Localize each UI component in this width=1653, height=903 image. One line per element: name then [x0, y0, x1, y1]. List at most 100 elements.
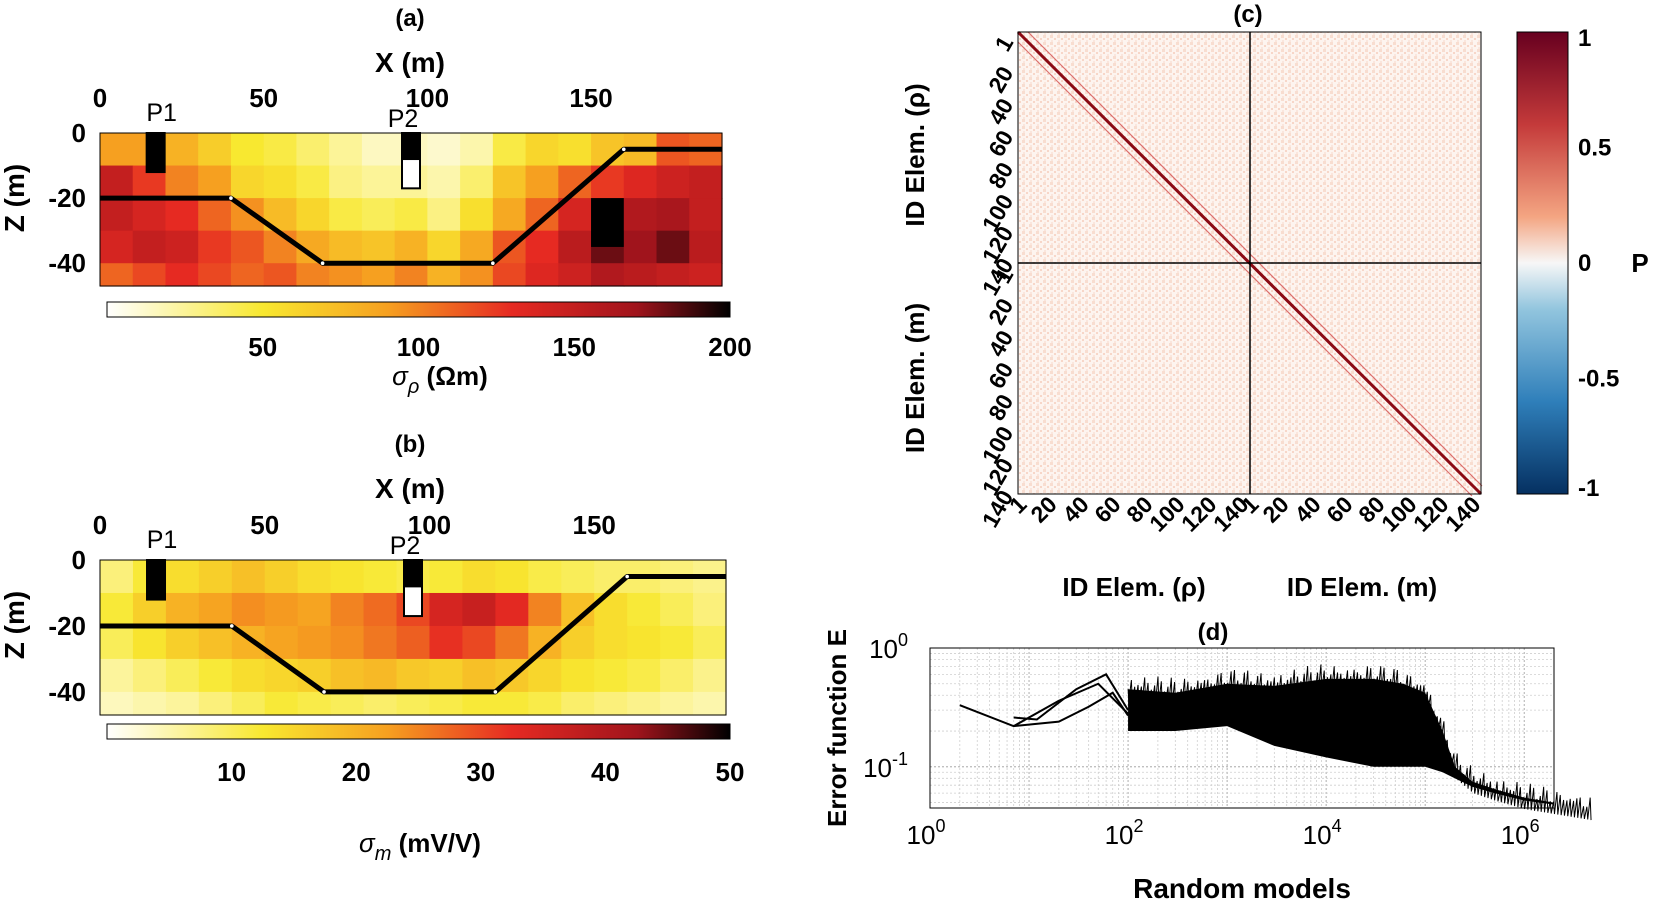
colorbar-tick-label: -0.5 [1578, 366, 1619, 393]
heatmap-cell [363, 691, 398, 716]
borehole-label: P2 [390, 532, 421, 560]
colorbar-tick-label: 40 [591, 757, 620, 787]
heatmap-cell [363, 592, 398, 627]
heatmap-cell [230, 133, 265, 167]
heatmap-cell [132, 658, 167, 693]
y-tick-label: 20 [983, 294, 1018, 329]
y-tick-label: 100 [869, 630, 908, 664]
heatmap-cell [689, 263, 723, 287]
heatmap-cell [100, 165, 134, 199]
heatmap-cell [627, 625, 661, 660]
heatmap-cell [329, 263, 363, 287]
colorbar-tick-label: 50 [716, 757, 745, 787]
panel-a-overlays: P1 P2 [100, 99, 722, 266]
panel-a-y-tick-labels: 0 -20 -40 [48, 118, 86, 278]
heatmap-cell [429, 560, 464, 594]
heatmap-cell [132, 625, 167, 660]
heatmap-cell [427, 263, 461, 287]
heatmap-cell [100, 133, 134, 167]
panel-a-frame [99, 132, 723, 287]
panel-c-xlabel-left: ID Elem. (ρ) [1062, 572, 1205, 602]
colorbar-tick-label: 20 [342, 757, 371, 787]
heatmap-cell [462, 658, 496, 693]
heatmap-cell [396, 691, 431, 716]
panel-a: (a) X (m) 0 50 100 150 0 -20 -40 Z (m) P1 P2 5… [0, 5, 752, 398]
heatmap-cell [660, 691, 694, 716]
heatmap-cell [296, 133, 330, 167]
y-tick-label: 40 [983, 326, 1018, 361]
y-tick-label: 60 [983, 126, 1018, 161]
heatmap-cell [528, 658, 562, 693]
heatmap-cell [627, 592, 661, 627]
y-tick-label: 60 [983, 358, 1018, 393]
interface-vertex [491, 261, 495, 266]
heatmap-cell [689, 230, 723, 264]
x-tick-label: 50 [250, 510, 279, 540]
heatmap-cell [492, 263, 527, 287]
colorbar-tick-label: 30 [466, 757, 495, 787]
heatmap-cell [689, 165, 723, 199]
heatmap-cell [429, 691, 464, 716]
heatmap-cell [660, 592, 694, 627]
panel-d-xlabel: Random models [1133, 873, 1351, 903]
interface-vertex [322, 690, 326, 694]
panel-c-colorbar-ticks: 1 0.5 0 -0.5 -1 [1578, 25, 1619, 502]
heatmap-cell [627, 691, 661, 716]
heatmap-cell [361, 133, 396, 167]
panel-b-frame [99, 559, 727, 716]
panel-d-x-tick-labels: 100 102 104 106 [907, 816, 1540, 850]
heatmap-cell [329, 133, 363, 167]
heatmap-cell [623, 230, 658, 264]
heatmap-cell [296, 198, 330, 232]
panel-d-series [959, 664, 1592, 821]
panel-d: (d) 100 102 104 106 100 10-1 Random models E… [822, 619, 1592, 903]
heatmap-cell [495, 592, 529, 627]
heatmap-cell [330, 658, 365, 693]
heatmap-cell [460, 198, 494, 232]
heatmap-cell [132, 198, 167, 232]
heatmap-cell [264, 592, 299, 627]
panel-a-colorbar [106, 301, 731, 318]
panel-a-xlabel: X (m) [375, 47, 445, 78]
heatmap-cell [198, 658, 233, 693]
heatmap-cell [656, 165, 690, 199]
off-diagonal-band [1027, 31, 1483, 487]
heatmap-cell [492, 133, 527, 167]
heatmap-cell [525, 165, 559, 199]
borehole-segment [401, 132, 421, 161]
interface-line [100, 146, 722, 266]
heatmap-cell [363, 625, 398, 660]
heatmap-cell [198, 592, 233, 627]
heatmap-cell [558, 133, 592, 167]
heatmap-cell [396, 625, 431, 660]
heatmap-cell [396, 658, 431, 693]
heatmap-cell [165, 230, 199, 264]
borehole-label: P2 [388, 105, 419, 133]
heatmap-cell [656, 230, 690, 264]
colorbar-tick-label: -1 [1578, 475, 1599, 502]
heatmap-cell [230, 230, 265, 264]
x-tick-label: 0 [93, 510, 107, 540]
panel-c-colorbar [1516, 31, 1569, 495]
heatmap-cell [363, 658, 398, 693]
heatmap-cell [296, 263, 330, 287]
interface-vertex [625, 574, 629, 579]
heatmap-cell [165, 592, 200, 627]
colorbar-tick-label: 1 [1578, 25, 1591, 52]
panel-b-ylabel: Z (m) [0, 591, 30, 659]
heatmap-cell [460, 165, 494, 199]
panel-a-x-tick-labels: 0 50 100 150 [93, 83, 613, 113]
heatmap-cell [198, 198, 232, 232]
heatmap-cell [660, 658, 694, 693]
heatmap-cell [198, 133, 232, 167]
heatmap-cell [427, 165, 461, 199]
heatmap-cell [231, 658, 266, 693]
panel-a-heatmap-cells [100, 133, 723, 287]
heatmap-cell [330, 625, 365, 660]
heatmap-cell [429, 625, 464, 660]
error-curve [959, 682, 1129, 728]
heatmap-cell [623, 198, 658, 232]
heatmap-cell [330, 691, 365, 716]
x-tick-label: 50 [249, 83, 278, 113]
panel-b-overlays: P1 P2 [100, 526, 726, 695]
